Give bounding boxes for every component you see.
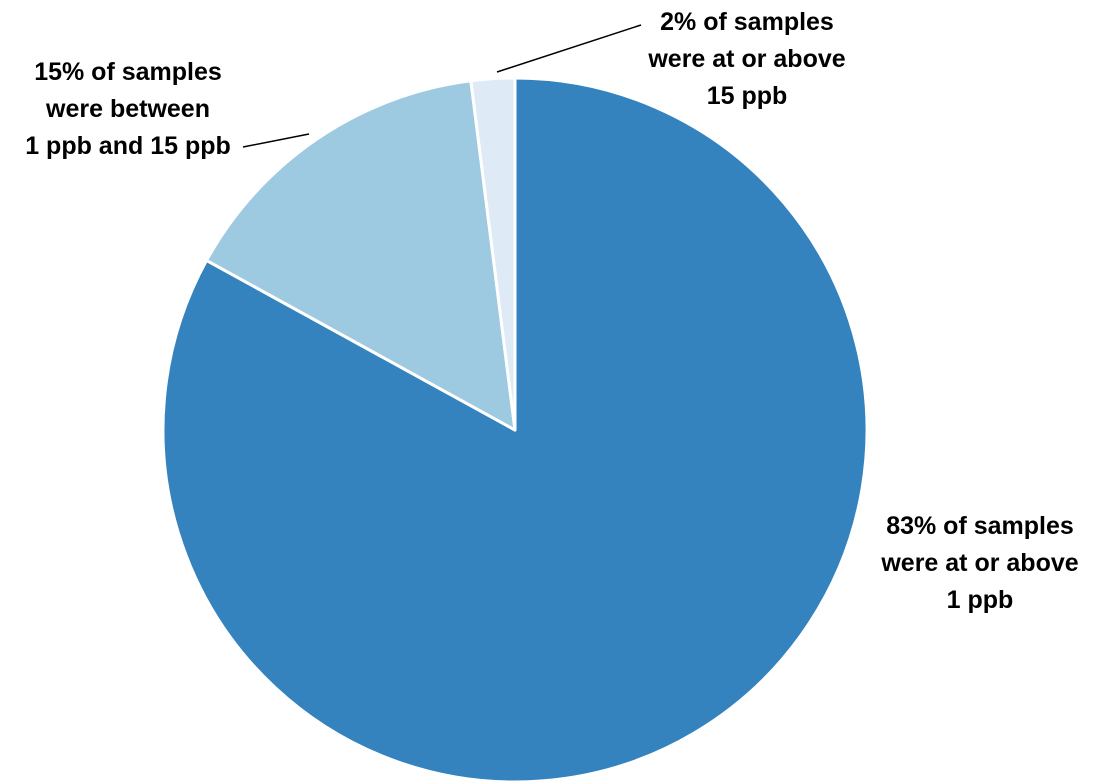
slice-label-1-line-3: 1 ppb <box>947 586 1014 614</box>
pie-slice-2 <box>205 79 517 432</box>
pie-slice-3 <box>469 76 517 432</box>
leader-line-2 <box>242 133 310 148</box>
slice-label-3-line-2: were at or above <box>647 45 845 73</box>
slice-labels: 83% of samples were at or above 1 ppb 15% o… <box>25 8 1079 614</box>
slice-label-2-line-3: 1 ppb and 15 ppb <box>25 132 231 160</box>
slice-label-1-line-1: 83% of samples <box>886 512 1074 540</box>
slice-label-1-line-2: were at or above <box>880 549 1078 577</box>
pie-slices <box>161 76 869 781</box>
slice-label-2-line-1: 15% of samples <box>34 58 222 86</box>
slice-label-2-line-2: were between <box>45 95 210 123</box>
slice-label-2: 15% of samples were between 1 ppb and 15 p… <box>25 58 231 160</box>
slice-label-1: 83% of samples were at or above 1 ppb <box>880 512 1078 614</box>
pie-slice-1 <box>161 76 869 781</box>
slice-label-3-line-3: 15 ppb <box>707 82 788 110</box>
slice-label-3-line-1: 2% of samples <box>660 8 834 36</box>
leader-line-3 <box>496 24 642 73</box>
slice-label-3: 2% of samples were at or above 15 ppb <box>647 8 845 110</box>
leader-lines <box>242 24 642 148</box>
